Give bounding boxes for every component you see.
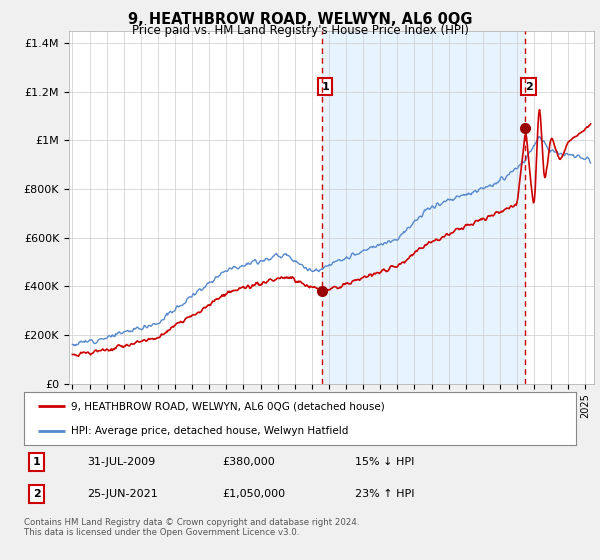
Text: 15% ↓ HPI: 15% ↓ HPI [355, 457, 415, 467]
Text: £380,000: £380,000 [223, 457, 275, 467]
Text: 2: 2 [525, 82, 533, 92]
Text: 1: 1 [33, 457, 41, 467]
Text: 2: 2 [33, 489, 41, 500]
Text: 31-JUL-2009: 31-JUL-2009 [88, 457, 156, 467]
Bar [322, 31, 525, 384]
Text: Price paid vs. HM Land Registry's House Price Index (HPI): Price paid vs. HM Land Registry's House … [131, 24, 469, 36]
Text: 23% ↑ HPI: 23% ↑ HPI [355, 489, 415, 500]
Text: £1,050,000: £1,050,000 [223, 489, 286, 500]
Text: 1: 1 [321, 82, 329, 92]
Text: 25-JUN-2021: 25-JUN-2021 [88, 489, 158, 500]
Text: Contains HM Land Registry data © Crown copyright and database right 2024.
This d: Contains HM Land Registry data © Crown c… [24, 518, 359, 538]
Text: 9, HEATHBROW ROAD, WELWYN, AL6 0QG (detached house): 9, HEATHBROW ROAD, WELWYN, AL6 0QG (deta… [71, 402, 385, 412]
Text: HPI: Average price, detached house, Welwyn Hatfield: HPI: Average price, detached house, Welw… [71, 426, 348, 436]
Text: 9, HEATHBROW ROAD, WELWYN, AL6 0QG: 9, HEATHBROW ROAD, WELWYN, AL6 0QG [128, 12, 472, 27]
